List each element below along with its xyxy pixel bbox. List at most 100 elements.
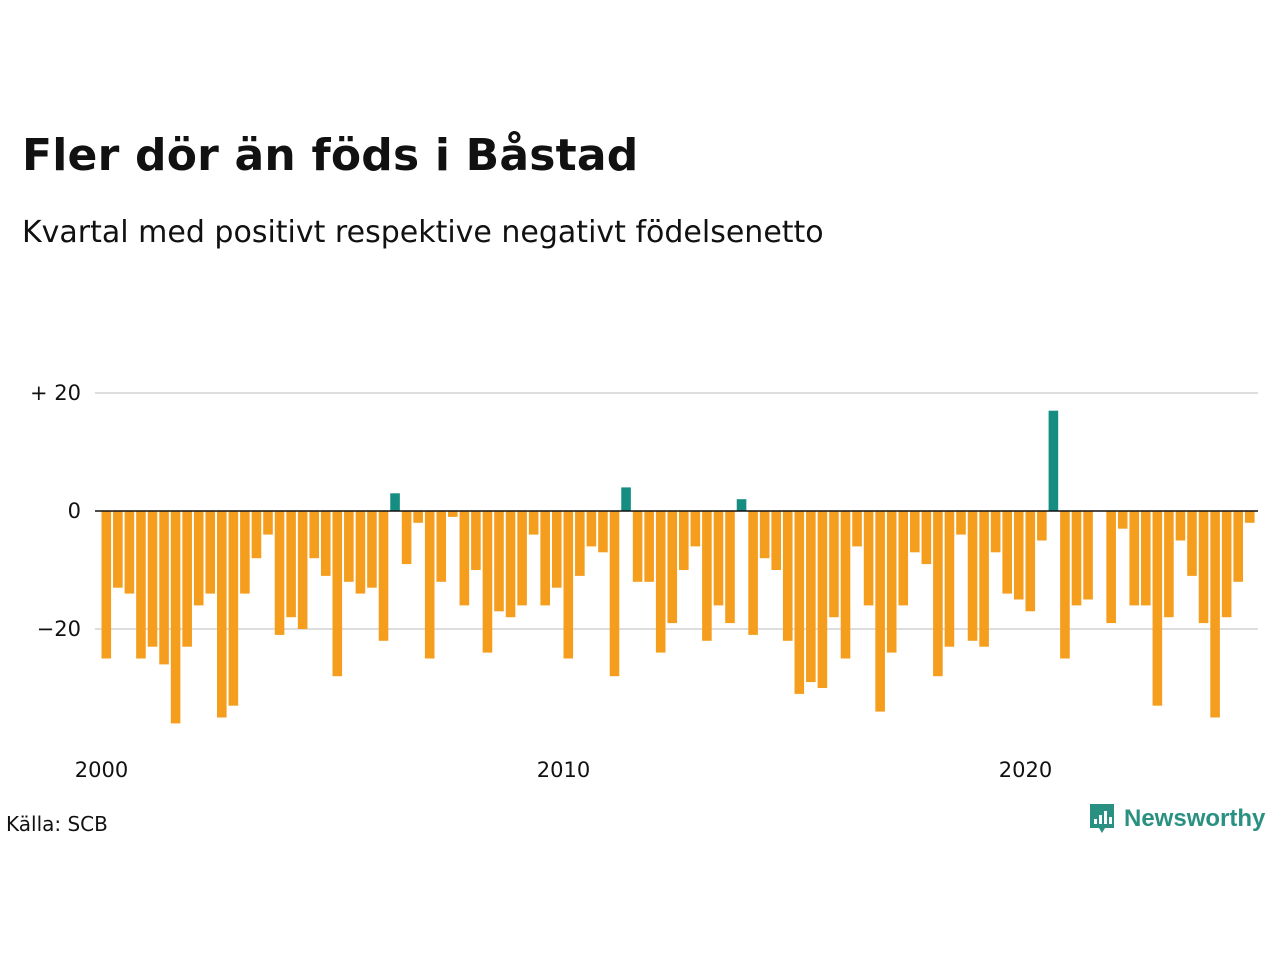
bar (367, 511, 377, 588)
bar (170, 511, 181, 724)
y-tick-label: 0 (68, 499, 81, 523)
bar (956, 511, 966, 535)
bar (1013, 511, 1024, 600)
bar (263, 511, 273, 535)
bar (563, 511, 574, 659)
bar (679, 511, 689, 570)
bar (748, 511, 758, 635)
bar (147, 511, 158, 647)
bar (898, 511, 909, 606)
y-tick-label: + 20 (30, 381, 81, 405)
bar (1117, 511, 1128, 529)
bar (967, 511, 978, 641)
bar (1164, 511, 1174, 618)
bar (667, 511, 678, 624)
bar (309, 511, 319, 559)
bar (355, 511, 366, 594)
bar (193, 511, 204, 606)
bar (944, 511, 955, 647)
bar (528, 511, 539, 535)
bar (401, 511, 412, 565)
bar (575, 511, 585, 576)
bar (240, 511, 250, 594)
bar (517, 511, 527, 606)
bar (598, 511, 608, 553)
bar (655, 511, 666, 653)
bar (448, 511, 458, 517)
bar (921, 511, 932, 565)
bar (124, 511, 135, 594)
bar (910, 511, 920, 553)
bar (806, 511, 816, 683)
bar (875, 511, 885, 712)
bar (228, 511, 239, 706)
bar (829, 511, 839, 618)
bar (725, 511, 735, 624)
brand-logo: Newsworthy (1088, 802, 1265, 836)
bar (251, 511, 262, 559)
bar (771, 511, 781, 570)
bar (1152, 511, 1163, 706)
source-note: Källa: SCB (6, 812, 108, 836)
bar (759, 511, 770, 559)
bar (471, 511, 481, 570)
chart-title: Fler dör än föds i Båstad (22, 130, 639, 181)
bar (990, 511, 1001, 553)
bar (332, 511, 343, 677)
bar (1025, 511, 1036, 612)
bar (933, 511, 943, 677)
brand-name: Newsworthy (1124, 805, 1266, 832)
x-tick-label: 2010 (537, 758, 590, 782)
bar (621, 487, 631, 511)
bar (1037, 511, 1047, 541)
bar (390, 493, 400, 511)
bar (1002, 511, 1012, 594)
bar (413, 511, 423, 523)
x-tick-label: 2020 (999, 758, 1052, 782)
bar (840, 511, 851, 659)
bar (979, 511, 989, 647)
bar (1071, 511, 1082, 606)
bar (551, 511, 562, 588)
bar (297, 511, 308, 629)
bar (540, 511, 550, 606)
bar (101, 511, 112, 659)
bar (782, 511, 793, 641)
bar (1048, 410, 1059, 511)
bar (702, 511, 712, 641)
bar (1060, 511, 1070, 659)
bar (852, 511, 862, 547)
bar (644, 511, 654, 582)
bar (586, 511, 597, 547)
bar (459, 511, 470, 606)
bar (886, 511, 897, 653)
bar (274, 511, 285, 635)
bar (690, 511, 701, 547)
bar (436, 511, 447, 582)
bar (182, 511, 192, 647)
bar (817, 511, 828, 688)
bar (494, 511, 504, 612)
bar (1233, 511, 1243, 582)
y-tick-label: −20 (37, 617, 81, 641)
bar (1175, 511, 1186, 541)
bar (113, 511, 123, 588)
bar (344, 511, 354, 582)
bar (1083, 511, 1093, 600)
bar (505, 511, 516, 618)
bar (1198, 511, 1209, 624)
bar (320, 511, 331, 576)
bar (1106, 511, 1116, 624)
chart-subtitle: Kvartal med positivt respektive negativt… (22, 215, 824, 250)
bar (378, 511, 389, 641)
bar (863, 511, 874, 606)
bar (159, 511, 169, 665)
newsworthy-logo-icon (1090, 804, 1114, 833)
bar (609, 511, 620, 677)
bar (1221, 511, 1232, 618)
bars (101, 410, 1255, 724)
bar (713, 511, 724, 606)
bar (736, 499, 747, 511)
bar (482, 511, 493, 653)
